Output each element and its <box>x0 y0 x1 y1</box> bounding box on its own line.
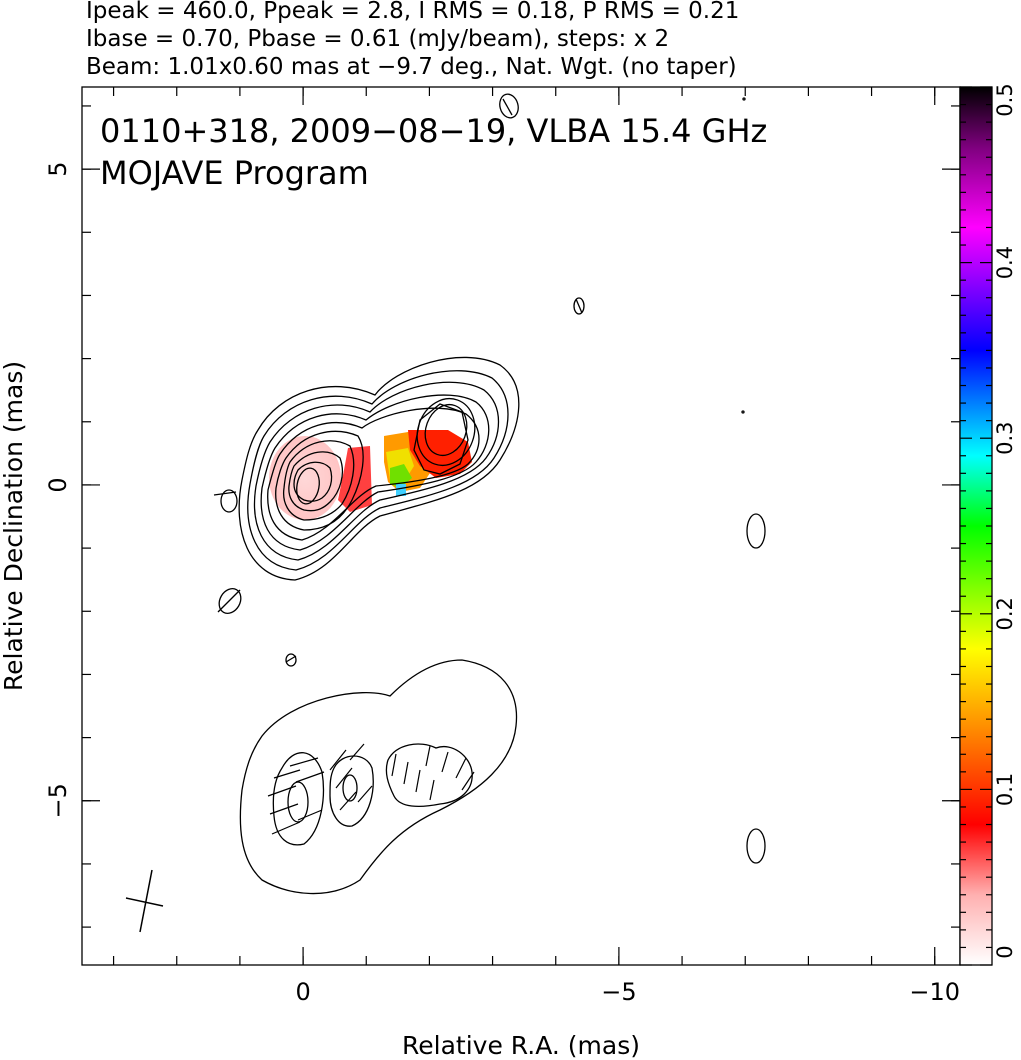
vector <box>273 769 301 779</box>
contour-5 <box>267 407 480 541</box>
y-tick-label: 0 <box>44 477 72 492</box>
contour-blob-right-top <box>573 297 585 315</box>
contour-south-a-inner <box>287 781 309 823</box>
contour-blob-far-right <box>746 513 766 549</box>
contour-south-b-inner <box>342 774 358 802</box>
plot-content <box>125 93 766 933</box>
colorbar-ticks <box>960 86 992 966</box>
polarization-vector-right <box>575 298 583 314</box>
contour-south-outer <box>239 659 518 895</box>
vector <box>339 791 357 811</box>
contour-6 <box>275 430 364 531</box>
colorbar-tick-labels: 0 0.1 0.2 0.3 0.4 0.5 <box>993 83 1017 958</box>
contour-south-b <box>329 755 374 827</box>
vector <box>295 771 325 783</box>
contour-outer <box>238 356 520 581</box>
vector <box>329 749 347 771</box>
vector <box>269 803 299 815</box>
contour-knot-c <box>413 403 469 475</box>
y-axis-ticks <box>82 105 960 928</box>
vector <box>297 809 323 821</box>
polarization-patch-cyan <box>396 484 406 496</box>
x-tick-label: −10 <box>909 978 960 1006</box>
polarization-vector-small <box>285 655 297 663</box>
header-line-3: Beam: 1.01x0.60 mas at −9.7 deg., Nat. W… <box>86 54 737 80</box>
colorbar-tick-label: 0.2 <box>993 597 1017 630</box>
vector <box>267 785 297 797</box>
colorbar-tick-label: 0.3 <box>993 421 1017 454</box>
contour-2 <box>247 370 509 571</box>
y-tick-label: −5 <box>44 783 72 818</box>
vector <box>357 785 373 803</box>
plot-frame <box>81 86 961 966</box>
contour-blob-left <box>220 489 238 513</box>
x-tick-label: −5 <box>601 978 636 1006</box>
vector <box>461 771 475 791</box>
y-axis-tick-labels: 5 0 −5 <box>44 161 72 818</box>
colorbar-tick-label: 0.1 <box>993 773 1017 806</box>
contour-3 <box>253 381 500 561</box>
vector <box>429 779 435 801</box>
vector <box>349 743 365 761</box>
vector <box>441 751 449 773</box>
vector <box>391 753 397 777</box>
contour-south-a <box>272 752 325 846</box>
contour-blob-left-low <box>218 588 242 614</box>
polarization-vector-left-low <box>217 589 241 613</box>
colorbar-tick-label: 0.5 <box>993 83 1017 116</box>
beam-major-axis <box>139 869 153 933</box>
polarization-patch-core <box>269 436 341 520</box>
y-axis-label: Relative Declination (mas) <box>0 361 28 691</box>
contour-blob-top <box>499 93 519 119</box>
contour-blob-far-right-low <box>746 828 766 864</box>
vector <box>403 761 409 785</box>
contour-8 <box>288 451 344 512</box>
polarization-vector-left <box>213 491 237 496</box>
polarization-vectors-south <box>267 743 475 835</box>
header-line-1: Ipeak = 460.0, Ppeak = 2.8, I RMS = 0.18… <box>86 0 739 24</box>
polarization-vector-top <box>502 98 513 116</box>
contours-isolated <box>213 93 766 864</box>
colorbar-tick-label: 0.4 <box>993 246 1017 279</box>
colorbar-tick-label: 0 <box>993 945 1017 958</box>
contour-core-peak <box>296 467 320 505</box>
contour-south-c <box>385 743 473 808</box>
vector <box>271 821 301 835</box>
contour-4 <box>260 394 490 551</box>
contour-7 <box>282 440 355 521</box>
contours-south <box>239 659 518 895</box>
x-tick-label: 0 <box>295 978 310 1006</box>
dot-marker <box>741 410 745 414</box>
vector <box>289 757 319 767</box>
vector <box>455 757 467 779</box>
contour-knot-b <box>424 403 468 457</box>
contours-main <box>238 356 520 581</box>
vector <box>415 769 421 793</box>
panel-title: 0110+318, 2009−08−19, VLBA 15.4 GHz <box>100 112 767 150</box>
beam-minor-axis <box>125 897 164 907</box>
y-tick-label: 5 <box>44 161 72 176</box>
vector <box>335 767 353 789</box>
x-axis-tick-labels: 0 −5 −10 <box>295 978 960 1006</box>
beam-symbol <box>125 869 164 933</box>
header-line-2: Ibase = 0.70, Pbase = 0.61 (mJy/beam), s… <box>86 26 669 52</box>
x-axis-label: Relative R.A. (mas) <box>402 1031 640 1060</box>
contour-blob-small <box>285 653 297 667</box>
panel-subtitle: MOJAVE Program <box>100 154 369 192</box>
vector <box>425 745 431 767</box>
x-axis-ticks <box>112 87 936 965</box>
dot-marker-top <box>742 97 746 101</box>
